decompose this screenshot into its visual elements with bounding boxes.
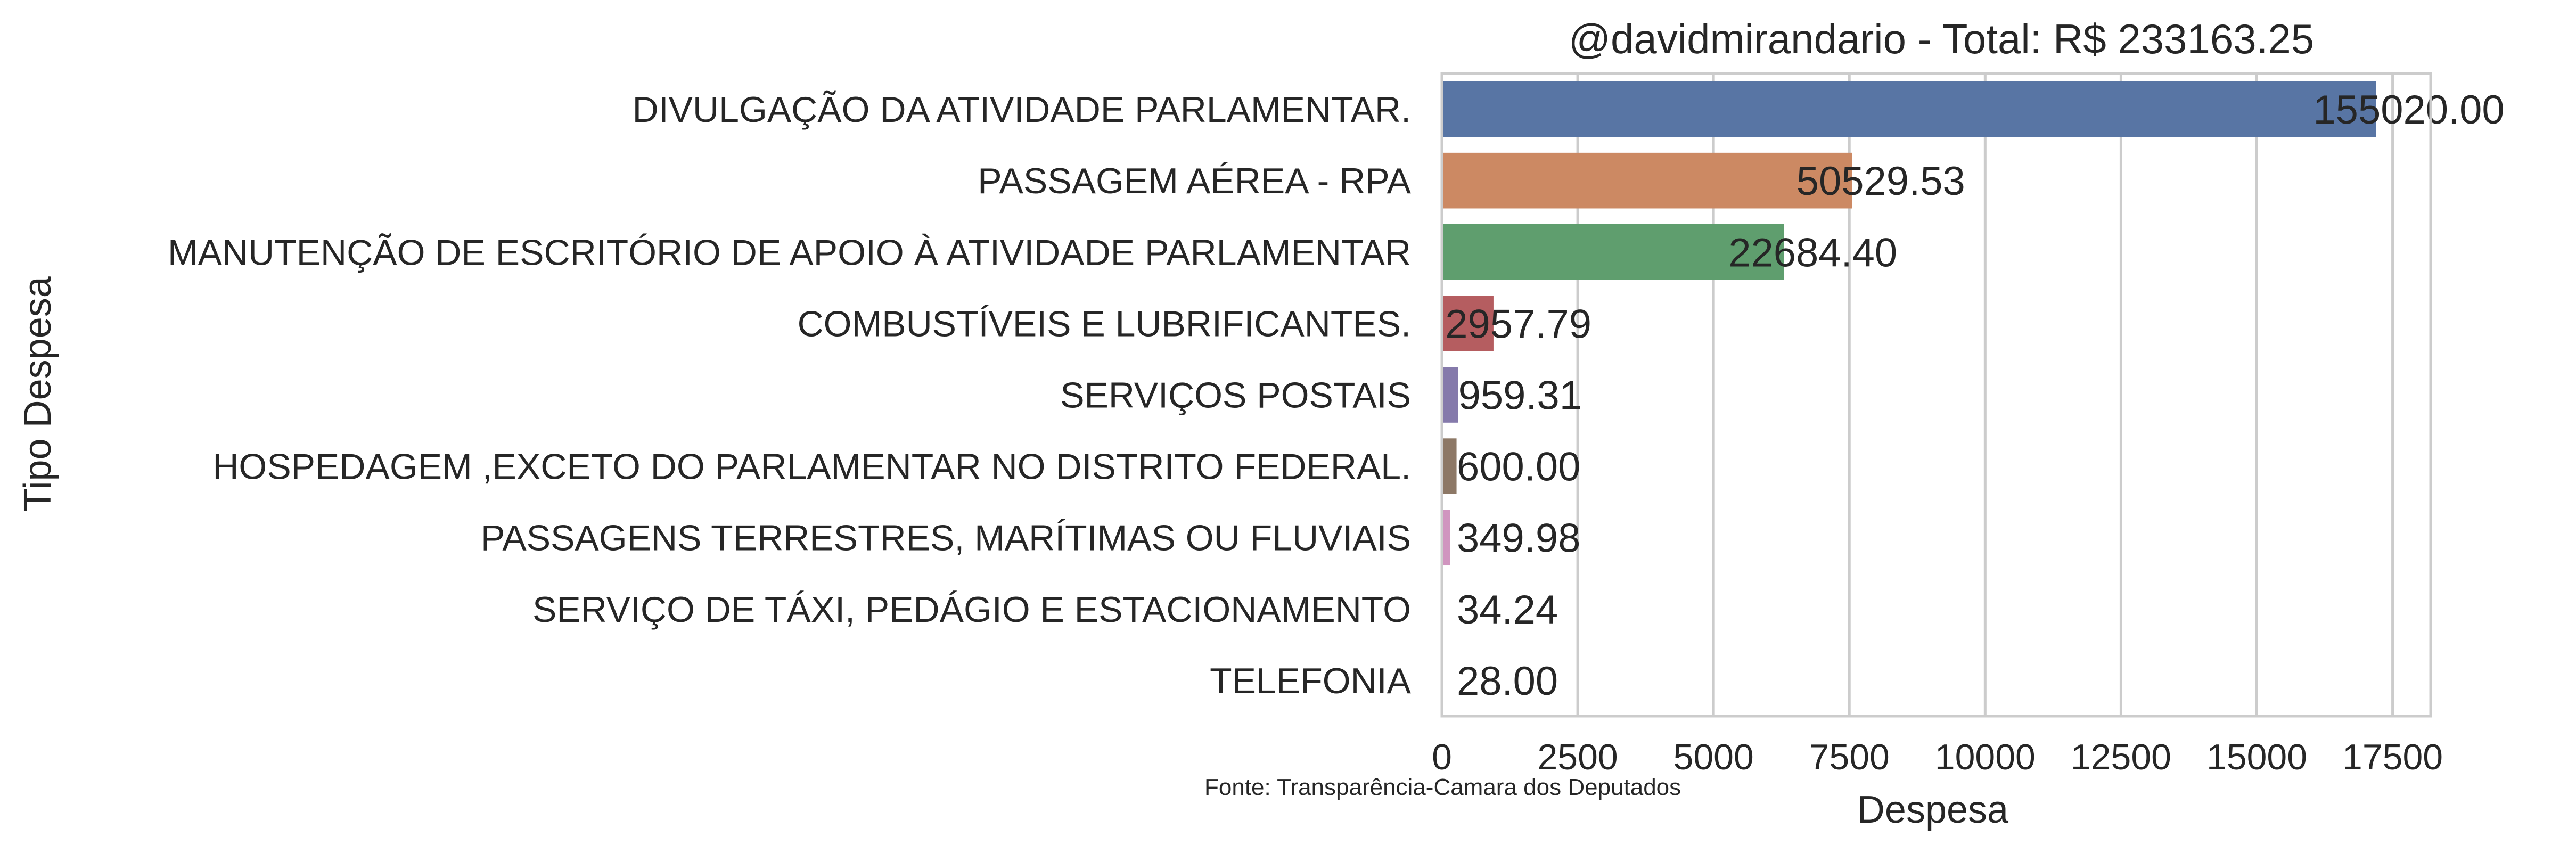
category-label: MANUTENÇÃO DE ESCRITÓRIO DE APOIO À ATIV…: [168, 232, 1411, 273]
data-label: 155020.00: [2313, 87, 2504, 133]
data-label: 28.00: [1457, 659, 1558, 704]
data-label: 50529.53: [1796, 159, 1965, 204]
x-tick-labels: 0 2500 5000 7500 10000 12500 15000 17500: [1432, 737, 2443, 777]
x-tick-label: 15000: [2206, 737, 2307, 777]
data-label: 959.31: [1458, 373, 1582, 419]
data-label: 22684.40: [1728, 230, 1897, 275]
category-label: PASSAGENS TERRESTRES, MARÍTIMAS OU FLUVI…: [481, 518, 1411, 559]
bar: [1442, 81, 2376, 137]
bar: [1442, 224, 1784, 280]
data-label: 2957.79: [1445, 301, 1591, 347]
x-tick-label: 2500: [1537, 737, 1618, 777]
bar: [1442, 510, 1450, 566]
data-labels: 155020.00 50529.53 22684.40 2957.79 959.31 60…: [1445, 87, 2504, 704]
category-label: HOSPEDAGEM ,EXCETO DO PARLAMENTAR NO DIS…: [212, 447, 1411, 487]
category-label: SERVIÇO DE TÁXI, PEDÁGIO E ESTACIONAMENT…: [532, 589, 1411, 630]
category-labels: DIVULGAÇÃO DA ATIVIDADE PARLAMENTAR. PASS…: [168, 89, 1412, 701]
x-axis-title: Despesa: [1857, 789, 2009, 831]
data-label: 349.98: [1457, 516, 1580, 561]
category-label: DIVULGAÇÃO DA ATIVIDADE PARLAMENTAR.: [633, 89, 1411, 130]
x-tick-label: 7500: [1809, 737, 1890, 777]
x-tick-label: 12500: [2071, 737, 2171, 777]
x-tick-label: 17500: [2342, 737, 2443, 777]
x-tick-label: 0: [1432, 737, 1452, 777]
category-label: COMBUSTÍVEIS E LUBRIFICANTES.: [798, 304, 1411, 344]
x-tick-label: 10000: [1935, 737, 2036, 777]
bar: [1442, 367, 1458, 423]
category-label: TELEFONIA: [1210, 661, 1411, 701]
bar: [1442, 438, 1457, 494]
x-tick-label: 5000: [1673, 737, 1754, 777]
plot-frame: [1440, 72, 2432, 718]
data-label: 34.24: [1457, 587, 1558, 633]
category-label: PASSAGEM AÉREA - RPA: [978, 161, 1411, 201]
bar: [1442, 296, 1494, 351]
bars: [1442, 81, 2376, 709]
chart-title: @davidmirandario - Total: R$ 233163.25: [1569, 15, 2314, 62]
bar: [1442, 152, 1852, 209]
y-axis-title: Tipo Despesa: [17, 276, 59, 512]
category-label: SERVIÇOS POSTAIS: [1060, 375, 1411, 416]
source-note: Fonte: Transparência-Camara dos Deputado…: [1204, 774, 1681, 800]
data-label: 600.00: [1457, 445, 1580, 490]
